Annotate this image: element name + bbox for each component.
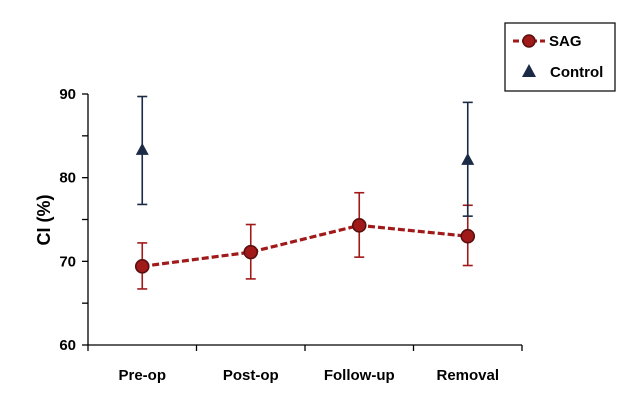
y-tick-label: 60 — [59, 337, 76, 354]
x-tick-label: Post-op — [223, 367, 279, 384]
control-point — [461, 152, 475, 165]
x-tick-label: Pre-op — [118, 367, 166, 384]
x-tick-label: Removal — [436, 367, 499, 384]
legend-sag-label: SAG — [549, 33, 582, 50]
legend-control-label: Control — [550, 64, 603, 81]
x-tick-labels: Pre-op Post-op Follow-up Removal — [118, 367, 499, 384]
legend-control-marker — [522, 64, 536, 77]
y-tick-labels: 60 70 80 90 — [59, 86, 76, 354]
sag-line — [142, 223, 468, 268]
sag-point — [351, 218, 367, 233]
y-axis-title: CI (%) — [34, 195, 54, 246]
control-point — [135, 142, 149, 155]
legend: SAG Control — [504, 22, 616, 92]
sag-point — [134, 259, 150, 274]
legend-sag-marker — [522, 34, 536, 48]
x-tick-label: Follow-up — [324, 367, 395, 384]
axes — [82, 93, 523, 351]
sag-point — [243, 244, 259, 260]
series-markers — [134, 142, 476, 274]
y-tick-label: 80 — [59, 170, 76, 187]
legend-box — [504, 22, 616, 92]
sag-point — [460, 228, 476, 244]
y-tick-label: 90 — [59, 86, 76, 103]
series-lines — [142, 223, 468, 268]
y-tick-label: 70 — [59, 253, 76, 270]
